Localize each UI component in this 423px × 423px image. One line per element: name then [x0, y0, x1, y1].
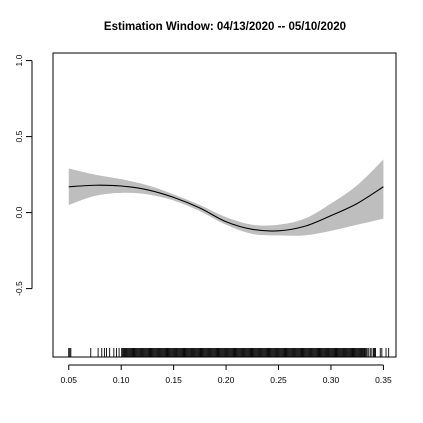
y-axis: 1.0 0.5 0.0 -0.5: [14, 54, 33, 296]
x-tick-label: 0.10: [113, 375, 130, 385]
y-tick-label: 0.0: [14, 206, 24, 218]
x-tick-label: 0.35: [375, 375, 392, 385]
chart-title: Estimation Window: 04/13/2020 -- 05/10/2…: [104, 21, 346, 33]
fit-line: [68, 184, 384, 232]
x-tick-label: 0.30: [323, 375, 340, 385]
y-tick-label: 1.0: [14, 54, 24, 66]
fit-line-layer: [68, 184, 384, 232]
confidence-band: [68, 159, 384, 236]
x-tick-label: 0.20: [218, 375, 235, 385]
confidence-band-layer: [68, 159, 384, 236]
x-axis: 0.05 0.10 0.15 0.20 0.25 0.30 0.35: [60, 364, 392, 385]
y-tick-label: -0.5: [14, 281, 24, 296]
x-tick-label: 0.25: [270, 375, 287, 385]
x-tick-label: 0.15: [165, 375, 182, 385]
y-tick-label: 0.5: [14, 130, 24, 142]
rug-layer: [68, 348, 390, 357]
x-tick-label: 0.05: [60, 375, 77, 385]
